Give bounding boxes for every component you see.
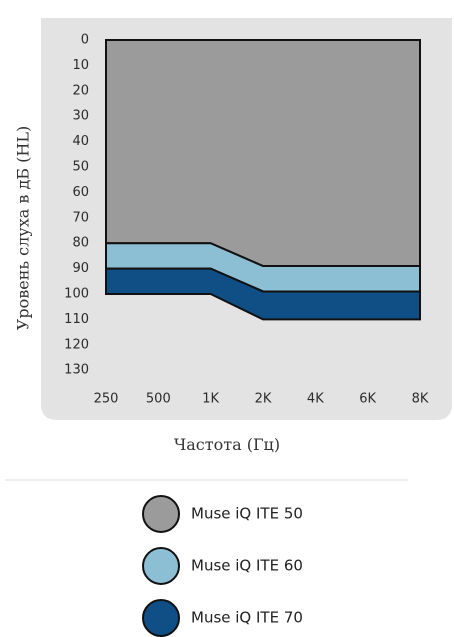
y-tick-label: 50 [72, 160, 89, 175]
x-tick-label: 2K [255, 392, 272, 407]
y-tick-label: 90 [72, 261, 89, 276]
y-tick-label: 40 [72, 134, 89, 149]
x-tick-label: 6K [359, 392, 376, 407]
legend-swatch [142, 547, 180, 585]
y-tick-label: 80 [72, 236, 89, 251]
y-tick-label: 100 [64, 287, 89, 302]
x-axis-title: Частота (Гц) [174, 435, 280, 454]
legend-swatch [142, 495, 180, 533]
x-tick-label: 500 [146, 392, 171, 407]
y-tick-label: 0 [81, 33, 89, 48]
band-series-1 [105, 39, 421, 268]
y-tick-label: 110 [64, 312, 89, 327]
band-series-3 [105, 267, 421, 321]
y-axis-ticks: 0 10 20 30 40 50 60 70 80 90 100 110 120 130 [64, 33, 89, 378]
x-tick-label: 250 [94, 392, 119, 407]
y-tick-label: 60 [72, 185, 89, 200]
y-tick-label: 30 [72, 109, 89, 124]
x-tick-label: 8K [412, 392, 429, 407]
y-tick-label: 10 [72, 58, 89, 73]
x-tick-label: 1K [202, 392, 219, 407]
legend-swatch [142, 599, 180, 637]
legend-label: Muse iQ ITE 60 [191, 557, 303, 575]
y-axis-title: Уровень слуха в дБ (HL) [14, 126, 33, 330]
x-axis-ticks: 250 500 1K 2K 4K 6K 8K [94, 392, 429, 407]
y-tick-label: 70 [72, 210, 89, 225]
y-tick-label: 130 [64, 363, 89, 378]
legend-label: Muse iQ ITE 50 [191, 505, 303, 523]
legend-label: Muse iQ ITE 70 [191, 609, 303, 627]
y-tick-label: 20 [72, 83, 89, 98]
legend: Muse iQ ITE 50 Muse iQ ITE 60 Muse iQ ITE … [142, 495, 303, 637]
x-tick-label: 4K [307, 392, 324, 407]
y-tick-label: 120 [64, 337, 89, 352]
hearing-range-bands [105, 39, 421, 321]
